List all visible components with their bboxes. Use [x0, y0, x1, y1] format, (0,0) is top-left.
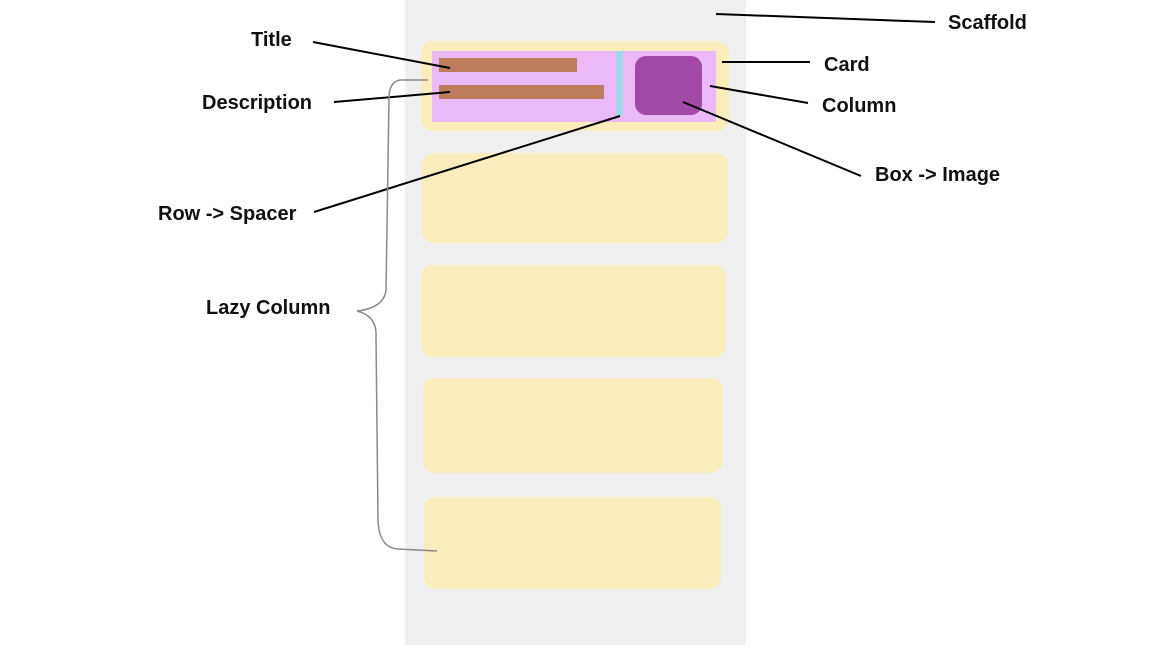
- title-pointer: [312, 41, 451, 69]
- card-4: [423, 378, 723, 473]
- image-pointer: [682, 101, 862, 177]
- column-label: Column: [822, 95, 897, 117]
- scaffold-pointer: [715, 13, 936, 23]
- description-pointer: [333, 91, 451, 103]
- spacer: [616, 51, 623, 116]
- lazy-column-label: Lazy Column: [206, 297, 331, 319]
- box-image-label: Box -> Image: [875, 164, 1001, 186]
- title-bar: [439, 58, 577, 72]
- card-label: Card: [824, 54, 870, 76]
- card-2: [422, 153, 728, 243]
- card-3: [421, 265, 726, 357]
- scaffold-label: Scaffold: [948, 12, 1027, 34]
- card-5: [424, 497, 721, 589]
- description-label: Description: [202, 92, 313, 114]
- column-pointer: [709, 85, 809, 104]
- lazy-column-brace: [356, 79, 438, 552]
- title-label: Title: [251, 29, 292, 51]
- spacer-pointer: [313, 115, 621, 213]
- row-spacer-label: Row -> Spacer: [158, 203, 297, 225]
- description-bar: [439, 85, 604, 99]
